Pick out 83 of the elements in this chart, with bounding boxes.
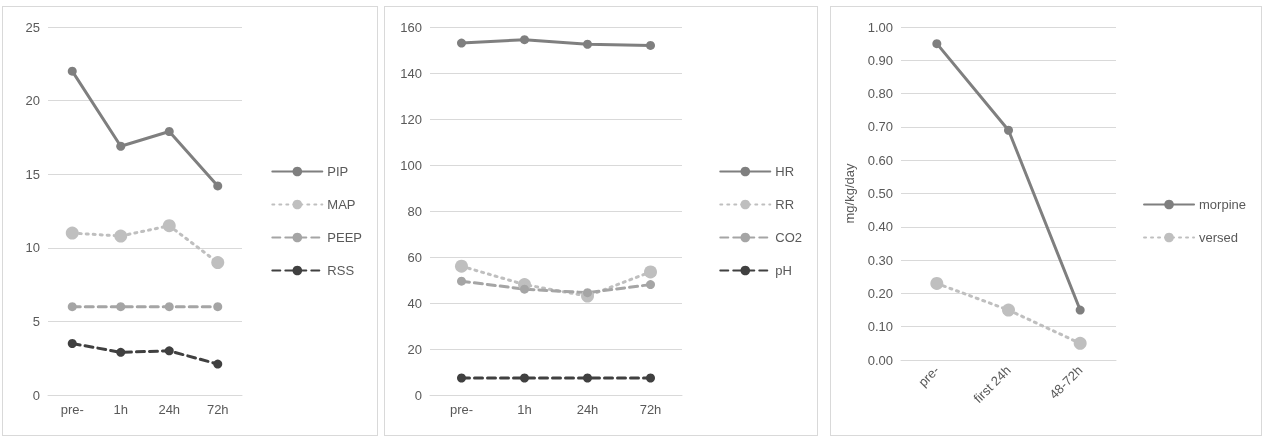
point xyxy=(1002,303,1015,317)
y-tick-label: 0.40 xyxy=(867,219,893,235)
point xyxy=(644,265,657,279)
point xyxy=(67,66,77,76)
point xyxy=(211,256,225,270)
y-tick-label: 10 xyxy=(25,240,40,256)
y-tick-label: 100 xyxy=(400,157,422,173)
y-tick-label: 15 xyxy=(25,166,40,182)
legend-label: RR xyxy=(775,197,795,212)
point xyxy=(213,181,223,191)
x-tick-label: pre- xyxy=(60,402,84,417)
point xyxy=(583,373,592,383)
point xyxy=(646,373,655,383)
x-tick-label: 24h xyxy=(576,402,599,417)
y-tick-label: 0.30 xyxy=(867,252,893,268)
point xyxy=(67,302,77,312)
x-tick-label: 1h xyxy=(113,402,128,417)
point xyxy=(162,219,176,233)
x-tick-label: first 24h xyxy=(970,362,1014,406)
x-tick-label: 72h xyxy=(206,402,229,417)
point xyxy=(930,276,944,290)
x-tick-label: pre- xyxy=(449,402,474,417)
point xyxy=(116,302,126,312)
point xyxy=(213,359,223,369)
point xyxy=(646,280,655,290)
y-tick-label: 0.00 xyxy=(867,352,893,368)
legend-label: CO2 xyxy=(775,230,802,245)
y-tick-label: 140 xyxy=(400,65,422,81)
x-tick-label: 1h xyxy=(517,402,532,417)
y-tick-label: 120 xyxy=(400,111,422,127)
y-tick-label: 0.90 xyxy=(867,52,893,68)
legend-label: PEEP xyxy=(327,230,362,245)
point xyxy=(114,229,128,243)
point xyxy=(67,338,77,348)
y-axis-title: mg/kg/day xyxy=(842,163,857,224)
point xyxy=(457,276,466,286)
y-tick-label: 1.00 xyxy=(867,19,893,35)
legend-label: morpine xyxy=(1199,197,1246,212)
point xyxy=(213,302,223,312)
y-tick-label: 5 xyxy=(32,313,40,329)
point xyxy=(932,39,942,49)
y-tick-label: 160 xyxy=(400,19,422,35)
point xyxy=(455,259,468,273)
point xyxy=(457,38,466,48)
y-tick-label: 40 xyxy=(407,295,422,311)
point xyxy=(583,39,592,49)
point xyxy=(457,373,466,383)
x-tick-label: pre- xyxy=(915,362,943,390)
x-tick-label: 72h xyxy=(639,402,662,417)
y-tick-label: 0.70 xyxy=(867,119,893,135)
y-tick-label: 0.60 xyxy=(867,152,893,168)
y-tick-label: 25 xyxy=(25,19,40,35)
y-tick-label: 80 xyxy=(407,203,422,219)
point xyxy=(520,373,529,383)
legend-label: MAP xyxy=(327,197,356,212)
point xyxy=(1004,125,1013,135)
legend-label: HR xyxy=(775,164,795,179)
point xyxy=(164,302,174,312)
legend-label: versed xyxy=(1199,230,1239,245)
point xyxy=(646,40,655,50)
point xyxy=(116,141,126,151)
point xyxy=(583,288,592,298)
point xyxy=(164,127,174,137)
y-tick-label: 60 xyxy=(407,249,422,265)
point xyxy=(1075,305,1085,315)
y-tick-label: 0.10 xyxy=(867,319,893,335)
x-tick-label: 24h xyxy=(158,402,181,417)
point xyxy=(1073,336,1087,350)
point xyxy=(520,35,529,45)
point xyxy=(116,347,126,357)
y-tick-label: 0.20 xyxy=(867,285,893,301)
point xyxy=(164,346,174,356)
legend-label: pH xyxy=(775,263,792,278)
point xyxy=(520,284,529,294)
y-tick-label: 0 xyxy=(414,387,422,403)
y-tick-label: 0.50 xyxy=(867,186,893,201)
y-tick-label: 0 xyxy=(32,387,40,403)
y-tick-label: 20 xyxy=(25,93,40,109)
y-tick-label: 0.80 xyxy=(867,86,893,102)
y-tick-label: 20 xyxy=(407,341,422,357)
legend-label: RSS xyxy=(327,263,355,278)
legend-label: PIP xyxy=(327,164,349,179)
point xyxy=(65,226,79,240)
